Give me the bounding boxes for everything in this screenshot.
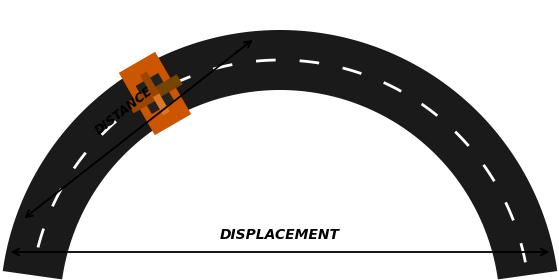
Text: DISPLACEMENT: DISPLACEMENT [220,228,340,242]
Polygon shape [3,30,557,279]
Polygon shape [140,72,159,97]
Polygon shape [151,90,170,115]
Text: DISTANCE: DISTANCE [92,85,155,137]
Polygon shape [127,90,155,113]
Polygon shape [155,74,182,97]
Polygon shape [136,73,174,114]
Polygon shape [119,52,191,135]
